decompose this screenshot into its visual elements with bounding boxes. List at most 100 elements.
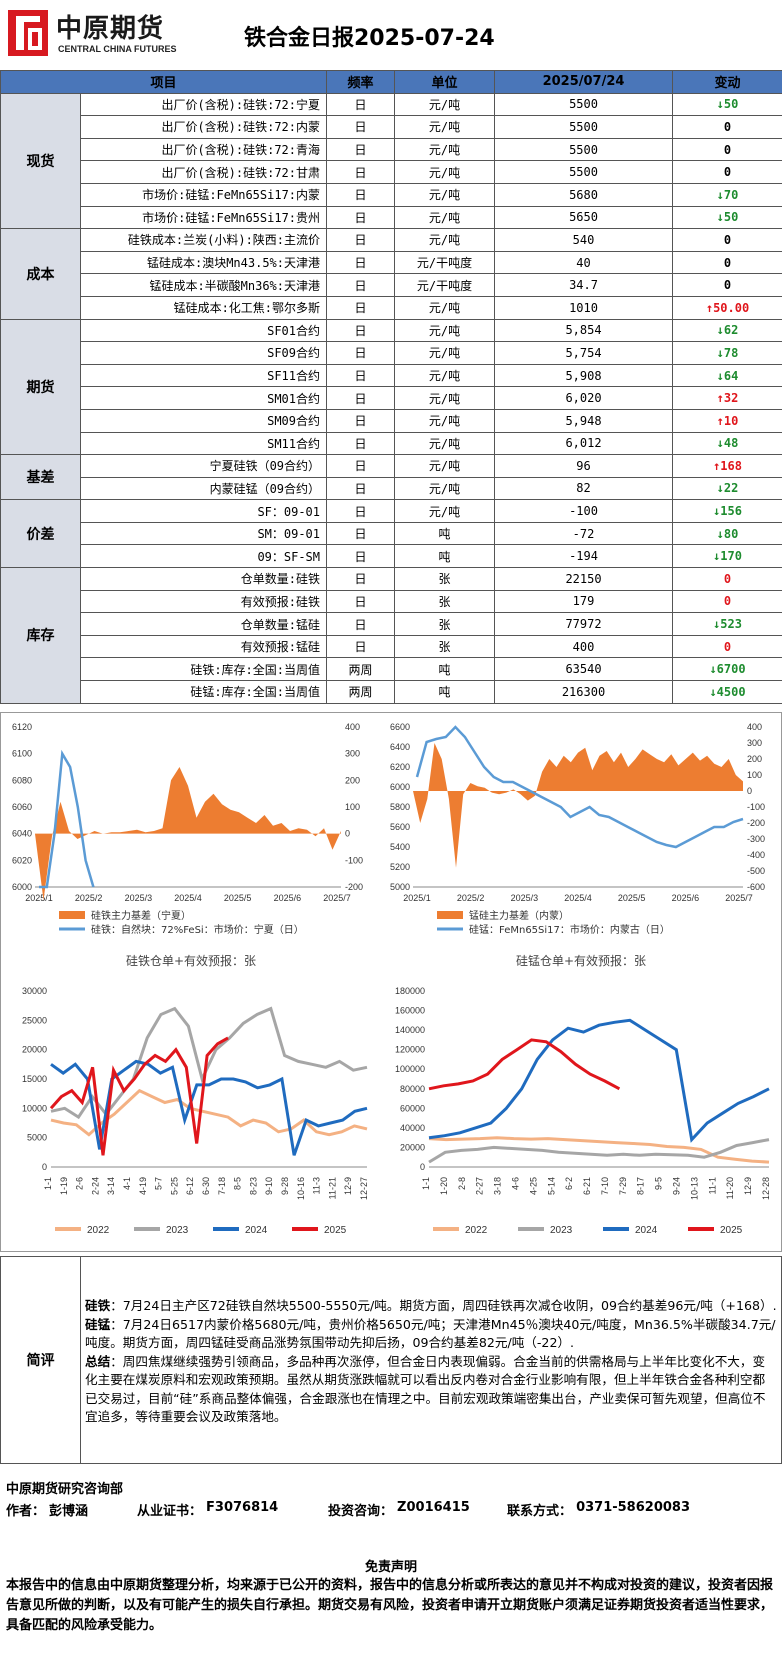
change-cell: 0 (672, 634, 782, 659)
arrow-down-icon: ↓ (716, 436, 724, 451)
y-left-tick-label: 5600 (390, 822, 410, 832)
item-cell: SM11合约 (79, 431, 328, 456)
unit-cell: 元/吨 (394, 363, 496, 388)
table-row: SM：09-01 日吨 -72 ↓80 (1, 521, 782, 546)
change-cell: ↓80 (672, 521, 782, 546)
table-row: SF09合约日元/吨 5,754 ↓78 (1, 341, 782, 365)
change-cell: 0 (672, 250, 782, 275)
freq-cell: 日 (326, 115, 396, 139)
change-cell: ↓70 (672, 182, 782, 207)
change-value: 156 (720, 504, 742, 519)
x-tick-label: 7-10 (600, 1177, 610, 1195)
x-tick-label: 2-6 (75, 1177, 85, 1190)
y-right-tick-label: 200 (345, 775, 360, 785)
x-tick-label: 1-19 (59, 1177, 69, 1195)
freq-cell: 日 (326, 544, 396, 569)
x-tick-label: 3-18 (493, 1177, 503, 1195)
legend-label-basis: 锰硅主力基差（内蒙） (469, 909, 569, 922)
logo-en-text: CENTRAL CHINA FUTURES (58, 44, 177, 54)
change-value: 80 (723, 526, 739, 541)
change-value: 0 (723, 594, 732, 609)
freq-cell: 日 (326, 431, 396, 456)
category-cell: 库存 (0, 567, 81, 704)
table-row: 成本 硅铁成本:兰炭(小料):陕西:主流价日元/吨 540 0 (0, 228, 782, 320)
arrow-down-icon: ↓ (713, 549, 721, 564)
unit-cell: 元/吨 (394, 408, 496, 433)
table-body: 现货 出厂价(含税):硅铁:72:宁夏日元/吨 5500 ↓50 出厂价(含税):硅铁:… (0, 92, 782, 704)
table-row: 锰硅成本:澳块Mn43.5%:天津港日元/干吨度 40 0 (1, 250, 782, 275)
freq-cell: 日 (326, 160, 396, 184)
arrow-down-icon: ↓ (716, 368, 724, 383)
unit-cell: 元/吨 (394, 295, 496, 320)
table-row: SF11合约日元/吨 5,908 ↓64 (1, 363, 782, 388)
x-tick-label: 11-20 (725, 1177, 735, 1199)
change-cell: ↓4500 (672, 680, 782, 704)
chart-sm-warrant: 硅锰仓单+有效预报：张 0 20000 40000 60000 80000 100000 12… (383, 941, 779, 1247)
table-row: 09：SF-SM 日吨 -194 ↓170 (1, 544, 782, 569)
unit-cell: 元/吨 (394, 499, 496, 523)
change-value: 4500 (716, 684, 746, 699)
y-right-tick-label: -200 (345, 882, 363, 892)
y-left-tick-label: 6020 (12, 855, 32, 865)
table-row: 市场价:硅锰:FeMn65Si17:内蒙日元/吨 5680 ↓70 (1, 182, 782, 207)
price-line (39, 749, 95, 889)
x-tick-label: 2025/1 (403, 893, 431, 903)
change-value: 64 (723, 368, 739, 383)
unit-cell: 元/吨 (394, 160, 496, 184)
x-tick-label: 10-13 (689, 1177, 699, 1200)
commentary-summary-body: ：周四焦煤继续强势引领商品，多品种再次涨停，但合金日内表现偏弱。合金当前的供需格… (85, 1353, 766, 1425)
change-cell: ↓22 (672, 476, 782, 501)
chart-sm-basis: 5000 5200 5400 5600 5800 6000 6200 6400 6600 -600… (383, 717, 779, 935)
unit-cell: 张 (394, 612, 496, 636)
x-tick-label: 6-30 (201, 1177, 211, 1195)
x-tick-label: 2025/4 (174, 893, 202, 903)
freq-cell: 日 (326, 341, 396, 365)
y-right-tick-label: -200 (747, 818, 765, 828)
change-cell: ↑10 (672, 408, 782, 433)
item-cell: 内蒙硅锰（09合约） (79, 476, 328, 501)
x-tick-label: 3-14 (106, 1177, 116, 1195)
value-cell: 5500 (494, 160, 674, 184)
unit-cell: 元/吨 (394, 115, 496, 139)
x-tick-label: 4-19 (138, 1177, 148, 1195)
change-cell: 0 (672, 228, 782, 252)
value-cell: 400 (494, 634, 674, 659)
x-tick-label: 2025/6 (672, 893, 700, 903)
y-left-tick-label: 5200 (390, 862, 410, 872)
y-right-tick-label: 300 (345, 749, 360, 759)
unit-cell: 吨 (394, 657, 496, 682)
x-tick-label: 9-28 (280, 1177, 290, 1195)
y-right-tick-label: -300 (747, 834, 765, 844)
category-cell: 期货 (0, 318, 81, 456)
x-tick-label: 12-28 (761, 1177, 771, 1200)
value-cell: 82 (494, 476, 674, 501)
value-cell: 40 (494, 250, 674, 275)
x-tick-label: 8-5 (233, 1177, 243, 1190)
legend-label-2022: 2022 (87, 1225, 110, 1236)
freq-cell: 日 (326, 182, 396, 207)
table-row: 锰硅成本:半碳酸Mn36%:天津港日元/干吨度 34.7 0 (1, 273, 782, 297)
y-tick-label: 180000 (395, 986, 425, 996)
table-header-row: 项目 频率 单位 2025/07/24 变动 (0, 70, 782, 94)
x-tick-label: 12-27 (359, 1177, 369, 1200)
unit-cell: 张 (394, 567, 496, 591)
item-cell: SF：09-01 (79, 499, 328, 523)
x-tick-label: 2-8 (457, 1177, 467, 1190)
change-cell: ↓523 (672, 612, 782, 636)
data-table: 项目 频率 单位 2025/07/24 变动 现货 出厂价(含税):硅铁:72:宁… (0, 70, 782, 704)
freq-cell: 日 (326, 250, 396, 275)
y-left-tick-label: 6100 (12, 749, 32, 759)
change-cell: 0 (672, 589, 782, 614)
x-tick-label: 9-5 (654, 1177, 664, 1190)
value-cell: 540 (494, 228, 674, 252)
x-tick-label: 2025/3 (125, 893, 153, 903)
freq-cell: 日 (326, 476, 396, 501)
x-tick-label: 12-9 (743, 1177, 753, 1195)
value-cell: 77972 (494, 612, 674, 636)
table-row: 出厂价(含税):硅铁:72:青海日元/吨 5500 0 (1, 137, 782, 162)
x-tick-label: 5-7 (154, 1177, 164, 1190)
item-cell: 锰硅成本:半碳酸Mn36%:天津港 (79, 273, 328, 297)
chart-sf-warrant-svg: 硅铁仓单+有效预报：张 0 5000 10000 15000 20000 25000 3000… (22, 953, 369, 1236)
legend-label-price: 硅锰：FeMn65Si17：市场价：内蒙古（日） (469, 923, 670, 935)
freq-cell: 日 (326, 386, 396, 410)
